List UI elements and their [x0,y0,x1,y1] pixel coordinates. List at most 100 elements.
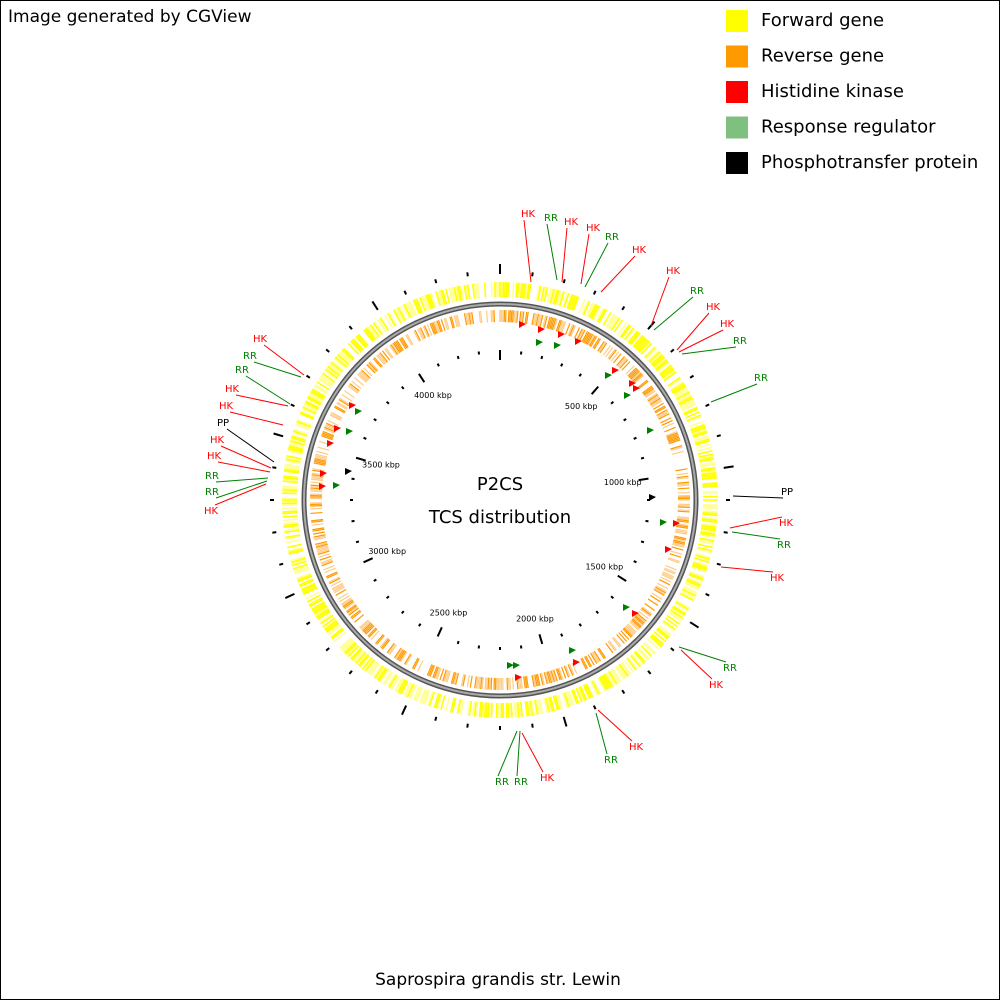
forward-gene [689,572,704,580]
reverse-gene [398,338,407,350]
forward-gene [524,701,529,717]
reverse-gene [474,676,477,689]
reverse-gene [676,475,689,479]
reverse-gene [657,582,669,590]
forward-gene [414,298,422,314]
forward-gene [320,375,334,386]
feature-marker [349,402,356,409]
forward-gene [637,339,649,352]
inner-tick [617,574,627,582]
forward-gene [683,585,698,594]
feature-marker [665,546,672,553]
reverse-gene [310,488,323,491]
reverse-gene [314,536,327,541]
inner-tick [578,623,582,627]
reverse-gene [433,666,439,679]
callout-line [229,411,284,426]
forward-gene [331,628,345,640]
reverse-gene [311,518,324,522]
center-title: P2CS [477,474,523,495]
reverse-gene [354,614,365,623]
forward-gene [487,702,490,718]
forward-gene [296,572,311,580]
outer-tick [592,290,597,295]
reverse-gene [559,321,565,333]
forward-gene [398,679,408,694]
reverse-gene [324,426,336,433]
reverse-gene [396,649,404,660]
reverse-gene [647,393,659,402]
outer-tick [284,592,295,599]
reverse-gene [585,655,593,667]
callout-label: HK [706,302,721,313]
inner-tick [640,540,645,544]
callout-label: HK [210,435,225,446]
forward-gene [350,647,362,660]
forward-gene [692,431,708,439]
reverse-gene [591,652,599,664]
reverse-gene [393,647,402,659]
reverse-gene [573,327,581,339]
feature-marker [355,408,362,415]
forward-gene [483,702,487,718]
forward-gene [639,341,652,354]
reverse-gene [558,320,564,333]
callout-label: HK [225,384,240,395]
feature-marker [346,428,353,435]
reverse-gene [310,507,323,510]
forward-gene [617,322,628,336]
forward-gene [456,286,462,302]
forward-gene [412,299,421,315]
reverse-gene [325,571,338,578]
forward-gene [289,440,305,446]
forward-gene [555,290,562,306]
forward-gene [626,657,637,671]
reverse-gene [333,586,345,594]
forward-gene [685,581,700,589]
forward-gene [697,546,713,552]
reverse-gene [487,677,490,690]
reverse-gene [658,413,670,420]
reverse-gene [538,314,543,327]
forward-gene [684,408,699,416]
forward-gene [449,287,455,303]
outer-tick [272,531,277,534]
forward-gene [653,631,667,643]
forward-gene [334,356,348,368]
inner-tick [418,373,426,383]
reverse-gene [677,484,690,487]
reverse-gene [673,538,686,543]
forward-gene [604,673,614,688]
reverse-gene [321,559,333,565]
reverse-gene [550,670,556,683]
reverse-gene [564,665,571,677]
forward-gene [697,543,713,549]
forward-gene [581,300,589,315]
reverse-gene [361,369,371,379]
reverse-gene [668,557,680,563]
forward-gene [516,702,520,718]
reverse-gene [581,657,589,669]
reverse-gene [411,657,419,669]
forward-gene [282,488,298,492]
forward-gene [284,527,300,532]
forward-gene [341,639,354,652]
inner-tick [373,578,377,582]
reverse-gene [671,450,684,455]
outer-tick [273,432,284,438]
reverse-gene [675,528,688,532]
callout-line [678,329,724,353]
forward-gene [650,634,663,647]
forward-gene [590,681,599,696]
forward-gene [397,679,406,694]
inner-tick [623,418,627,422]
reverse-gene [339,594,351,603]
reverse-gene [627,367,637,377]
callout-label: RR [205,471,219,482]
inner-tick [373,418,377,422]
forward-gene [508,702,512,718]
scale-label: 4000 kbp [414,391,452,400]
forward-gene [490,282,493,298]
reverse-gene [608,349,617,360]
feature-marker [538,326,545,333]
